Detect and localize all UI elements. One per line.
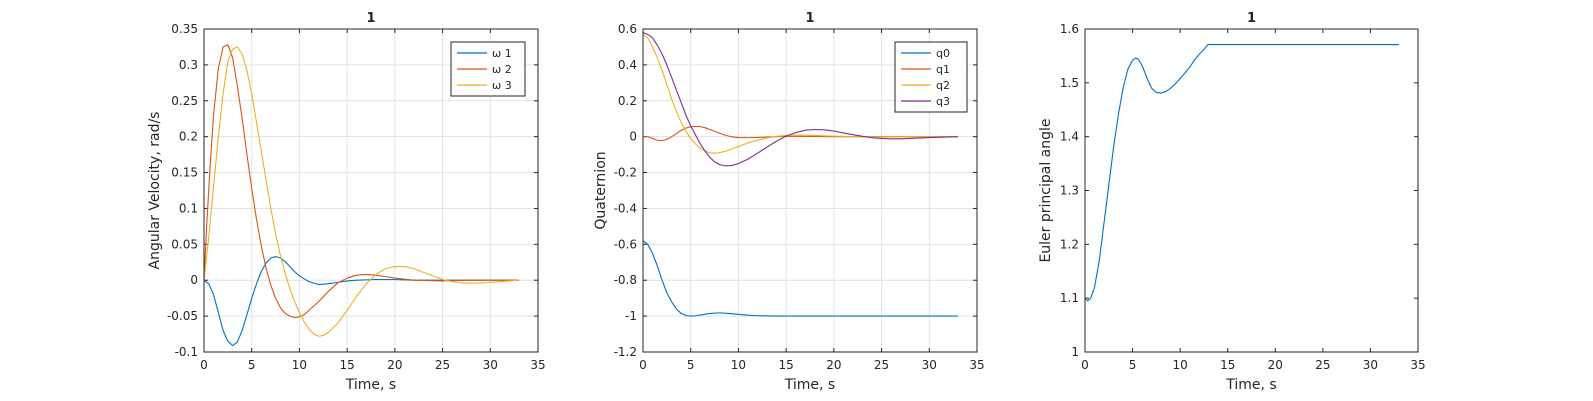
y-tick-label: -0.4 bbox=[614, 201, 637, 215]
y-tick-label: -1.2 bbox=[614, 345, 637, 359]
x-tick-label: 15 bbox=[340, 358, 355, 372]
x-tick-label: 15 bbox=[779, 358, 794, 372]
axes-box bbox=[1084, 28, 1419, 353]
y-tick-label: 1.2 bbox=[1060, 237, 1079, 251]
legend-label-1: q0 bbox=[936, 47, 950, 60]
y-axis-label: Angular Velocity, rad/s bbox=[147, 112, 163, 270]
x-tick-label: 20 bbox=[387, 358, 402, 372]
x-tick-label: 20 bbox=[1268, 358, 1283, 372]
series-line-3 bbox=[203, 46, 519, 337]
legend-label-3: q2 bbox=[936, 79, 950, 92]
y-tick-label: 0.2 bbox=[179, 130, 198, 144]
series-line-4 bbox=[642, 32, 958, 167]
y-tick-label: 0.2 bbox=[618, 94, 637, 108]
plot-area bbox=[1085, 29, 1418, 352]
legend-box bbox=[894, 41, 968, 113]
chart-panel-1: 0 5 10 15 20 25 30 35 -0.1 -0.05 0 0.05 0.1 0.15 0.2 0.… bbox=[147, 11, 546, 393]
x-axis-label: Time, s bbox=[1225, 377, 1276, 393]
x-tick-label: 25 bbox=[435, 358, 450, 372]
x-axis-label: Time, s bbox=[345, 377, 396, 393]
y-tick-label: -0.2 bbox=[614, 166, 637, 180]
x-tick-label: 5 bbox=[687, 358, 695, 372]
x-tick-label: 35 bbox=[530, 358, 545, 372]
x-tick-label: 15 bbox=[1220, 358, 1235, 372]
y-tick-label: 1.6 bbox=[1060, 22, 1079, 36]
x-tick-label: 25 bbox=[874, 358, 889, 372]
legend-label-2: q1 bbox=[936, 63, 950, 76]
series-line-1 bbox=[1084, 44, 1399, 302]
y-axis-label: Quaternion bbox=[593, 151, 609, 229]
x-tick-label: 10 bbox=[731, 358, 746, 372]
x-tick-label: 10 bbox=[292, 358, 307, 372]
x-tick-label: 10 bbox=[1173, 358, 1188, 372]
x-tick-label: 35 bbox=[969, 358, 984, 372]
x-tick-label: 35 bbox=[1410, 358, 1425, 372]
legend-label-2: ω 2 bbox=[492, 63, 512, 76]
y-tick-label: 1.4 bbox=[1060, 130, 1079, 144]
y-tick-label: 0.35 bbox=[171, 22, 198, 36]
y-tick-label: 1.1 bbox=[1060, 291, 1079, 305]
y-tick-label: 0 bbox=[629, 130, 637, 144]
y-tick-label: -0.05 bbox=[167, 309, 198, 323]
legend-label-1: ω 1 bbox=[492, 47, 512, 60]
y-tick-label: 0.15 bbox=[171, 166, 198, 180]
legend-label-3: ω 3 bbox=[492, 79, 512, 92]
y-tick-label: 0.25 bbox=[171, 94, 198, 108]
chart-title: 1 bbox=[805, 11, 814, 26]
y-tick-label: 1 bbox=[1071, 345, 1079, 359]
x-tick-label: 25 bbox=[1315, 358, 1330, 372]
legend: ω 1 ω 2 ω 3 bbox=[450, 41, 526, 97]
chart-panel-3: 0 5 10 15 20 25 30 35 1 1.1 1.2 1.3 1.4 1.5 1.6 1 Time, … bbox=[1038, 11, 1426, 393]
legend-label-4: q3 bbox=[936, 95, 950, 108]
legend: q0 q1 q2 q3 bbox=[894, 41, 968, 113]
chart-panel-2: 0 5 10 15 20 25 30 35 -1.2 -1 -0.8 -0.6 -0.4 -0.2 0 0.2… bbox=[593, 11, 985, 393]
chart-title: 1 bbox=[366, 11, 375, 26]
y-tick-label: 1.3 bbox=[1060, 184, 1079, 198]
x-tick-label: 20 bbox=[826, 358, 841, 372]
x-tick-label: 0 bbox=[1081, 358, 1089, 372]
axes-box bbox=[203, 28, 539, 353]
chart-title: 1 bbox=[1247, 11, 1256, 26]
x-tick-label: 0 bbox=[639, 358, 647, 372]
y-tick-label: 0 bbox=[190, 273, 198, 287]
y-tick-label: 0.05 bbox=[171, 237, 198, 251]
series-line-3 bbox=[642, 33, 958, 154]
x-tick-label: 30 bbox=[483, 358, 498, 372]
series-line-1 bbox=[642, 240, 958, 317]
x-tick-label: 30 bbox=[1363, 358, 1378, 372]
y-tick-label: 0.4 bbox=[618, 58, 637, 72]
y-axis-label: Euler principal angle bbox=[1038, 118, 1054, 262]
y-tick-label: 0.3 bbox=[179, 58, 198, 72]
series-line-1 bbox=[203, 255, 519, 347]
x-axis-label: Time, s bbox=[784, 377, 835, 393]
y-tick-label: 0.1 bbox=[179, 201, 198, 215]
y-tick-label: 1.5 bbox=[1060, 76, 1079, 90]
y-tick-label: -0.8 bbox=[614, 273, 637, 287]
axes-box bbox=[642, 28, 978, 353]
x-tick-label: 0 bbox=[200, 358, 208, 372]
y-tick-label: -0.1 bbox=[175, 345, 198, 359]
x-tick-label: 5 bbox=[1129, 358, 1137, 372]
x-tick-label: 30 bbox=[922, 358, 937, 372]
y-tick-label: -1 bbox=[625, 309, 637, 323]
y-tick-label: -0.6 bbox=[614, 237, 637, 251]
y-tick-label: 0.6 bbox=[618, 22, 637, 36]
x-tick-label: 5 bbox=[248, 358, 256, 372]
